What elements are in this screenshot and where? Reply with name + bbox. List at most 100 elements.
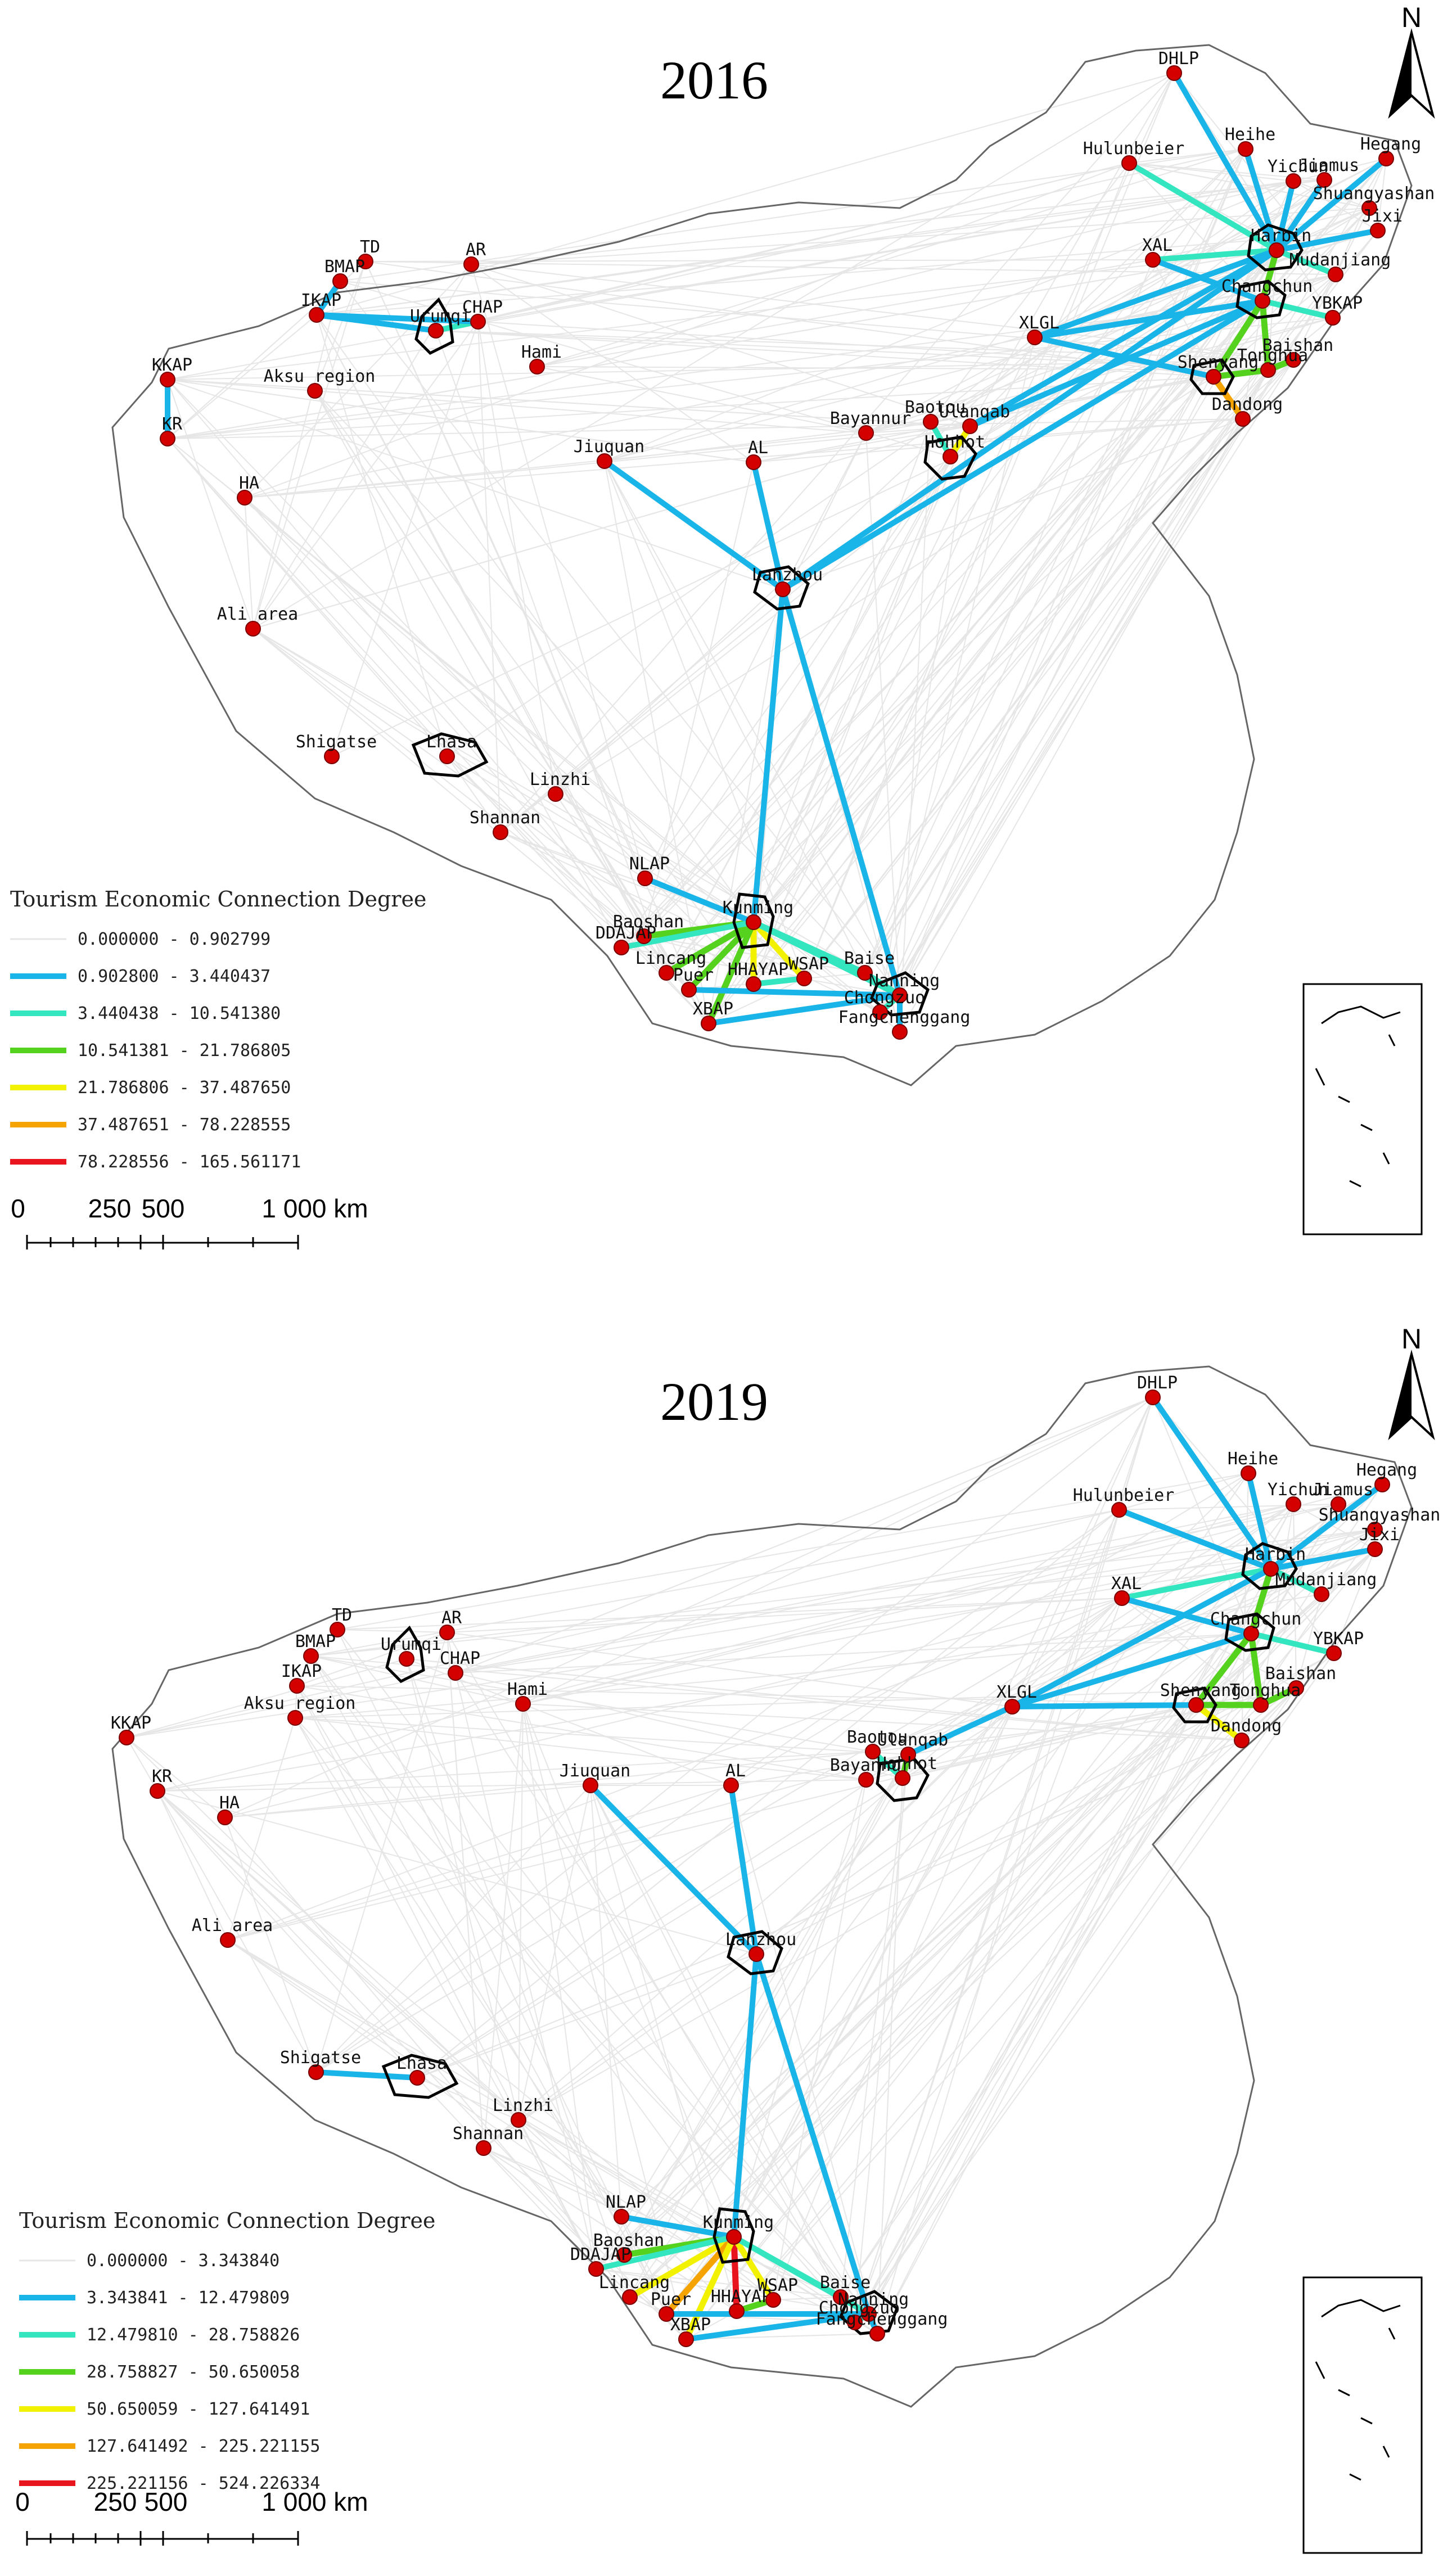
city-label: HA (219, 1793, 240, 1813)
city-label: TD (360, 237, 380, 257)
legend-label: 3.440438 - 10.541380 (78, 1004, 281, 1023)
connection-link (683, 2311, 872, 2342)
weak-link (157, 1790, 228, 1941)
weak-link (604, 274, 1336, 462)
city-marker (1367, 1541, 1383, 1557)
weak-link (167, 379, 254, 629)
weak-link (500, 832, 881, 1013)
city-marker (858, 1772, 874, 1788)
city-marker (616, 2247, 632, 2263)
weak-link (331, 321, 479, 757)
weak-link (902, 1704, 1197, 1779)
weak-link (686, 1704, 1197, 2340)
weak-link (244, 274, 1336, 498)
connection-link (686, 919, 757, 993)
connection-link (780, 587, 903, 998)
weak-link (252, 261, 366, 629)
weak-link (644, 432, 867, 879)
city-label: YBKAP (1313, 1629, 1364, 1649)
connection-link (1246, 1470, 1274, 1572)
legend-label: 3.343841 - 12.479809 (87, 2288, 290, 2308)
city-marker (399, 1651, 414, 1667)
weak-link (1242, 300, 1263, 419)
city-label: Ali area (192, 1916, 273, 1936)
weak-link (1333, 1549, 1376, 1654)
city-boundary (1241, 1542, 1298, 1590)
south-china-sea-inset (1302, 983, 1423, 1235)
city-label: Baoshan (613, 912, 684, 932)
connection-link (1274, 228, 1381, 253)
connection-link (1248, 1566, 1274, 1637)
weak-link (310, 1655, 524, 1704)
weak-link (252, 281, 341, 629)
weak-link (315, 1632, 448, 2073)
weak-link (126, 1509, 1120, 1738)
weak-link (864, 418, 1243, 973)
weak-link (1293, 1504, 1297, 1689)
city-marker (857, 965, 873, 981)
weak-link (736, 1549, 1376, 2312)
city-label: KR (162, 414, 183, 434)
connection-link (663, 919, 757, 976)
connection-links (165, 70, 1389, 1035)
city-marker (358, 254, 373, 269)
legend-label: 0.000000 - 3.343840 (87, 2251, 279, 2271)
weak-link (126, 1737, 226, 1818)
weak-link (1241, 1473, 1249, 1741)
weak-link (804, 359, 1294, 979)
weak-link (224, 1751, 873, 1818)
city-marker (220, 1932, 236, 1948)
city-marker (962, 418, 978, 434)
legend-items: 0.000000 - 3.343840 3.343841 - 12.479809 1… (19, 2251, 320, 2493)
weak-link (157, 1790, 519, 2121)
city-marker (237, 490, 252, 506)
city-label: Chongzuo (844, 988, 926, 1008)
connection-link (705, 919, 757, 1027)
city-marker (1243, 1626, 1259, 1641)
connection-link (754, 1951, 872, 2317)
city-marker (1145, 252, 1161, 268)
legend-label: 0.902800 - 3.440437 (78, 967, 270, 986)
connection-link (780, 298, 1265, 592)
legend-items: 0.000000 - 0.902799 0.902800 - 3.440437 3.… (10, 930, 301, 1172)
connection-link (1150, 247, 1279, 263)
city-marker (614, 2209, 629, 2225)
city-label: Ulanqab (939, 402, 1010, 422)
city-marker (448, 1665, 463, 1681)
weak-link (686, 2333, 878, 2340)
city-marker (900, 1747, 916, 1762)
city-label: Hegang (1360, 134, 1421, 154)
weak-link (596, 2268, 869, 2315)
weak-link (447, 1632, 1013, 1707)
city-label: Shuangyashan (1319, 1505, 1441, 1525)
weak-link (899, 274, 1336, 996)
city-label: IKAP (281, 1662, 322, 1681)
weak-link (296, 1685, 597, 2270)
weak-link (1121, 1504, 1294, 1599)
city-marker (307, 383, 323, 399)
weak-link (555, 376, 1214, 795)
weak-link (864, 250, 1277, 973)
weak-link (126, 1737, 519, 2121)
weak-link (316, 314, 754, 923)
city-marker (1145, 1389, 1161, 1405)
city-label: Lhasa (396, 2054, 447, 2073)
weak-link (295, 1717, 867, 1780)
weak-link (227, 1939, 774, 2300)
weak-link (629, 1754, 909, 2298)
legend-label: 37.487651 - 78.228555 (78, 1115, 291, 1135)
city-marker (1121, 155, 1137, 171)
city-marker (332, 273, 348, 289)
city-label: AL (725, 1761, 746, 1781)
city-boundary (1247, 223, 1304, 272)
weak-link (880, 274, 1336, 1013)
weak-link (629, 1549, 1376, 2298)
inset-frame (1302, 983, 1423, 1235)
city-label: Fangchenggang (838, 1008, 971, 1027)
weak-link (167, 379, 867, 434)
city-label: Baise (820, 2273, 871, 2293)
city-boundary (381, 2054, 459, 2099)
connection-link (1243, 146, 1279, 253)
city-marker (309, 307, 324, 323)
weak-link (555, 793, 754, 923)
